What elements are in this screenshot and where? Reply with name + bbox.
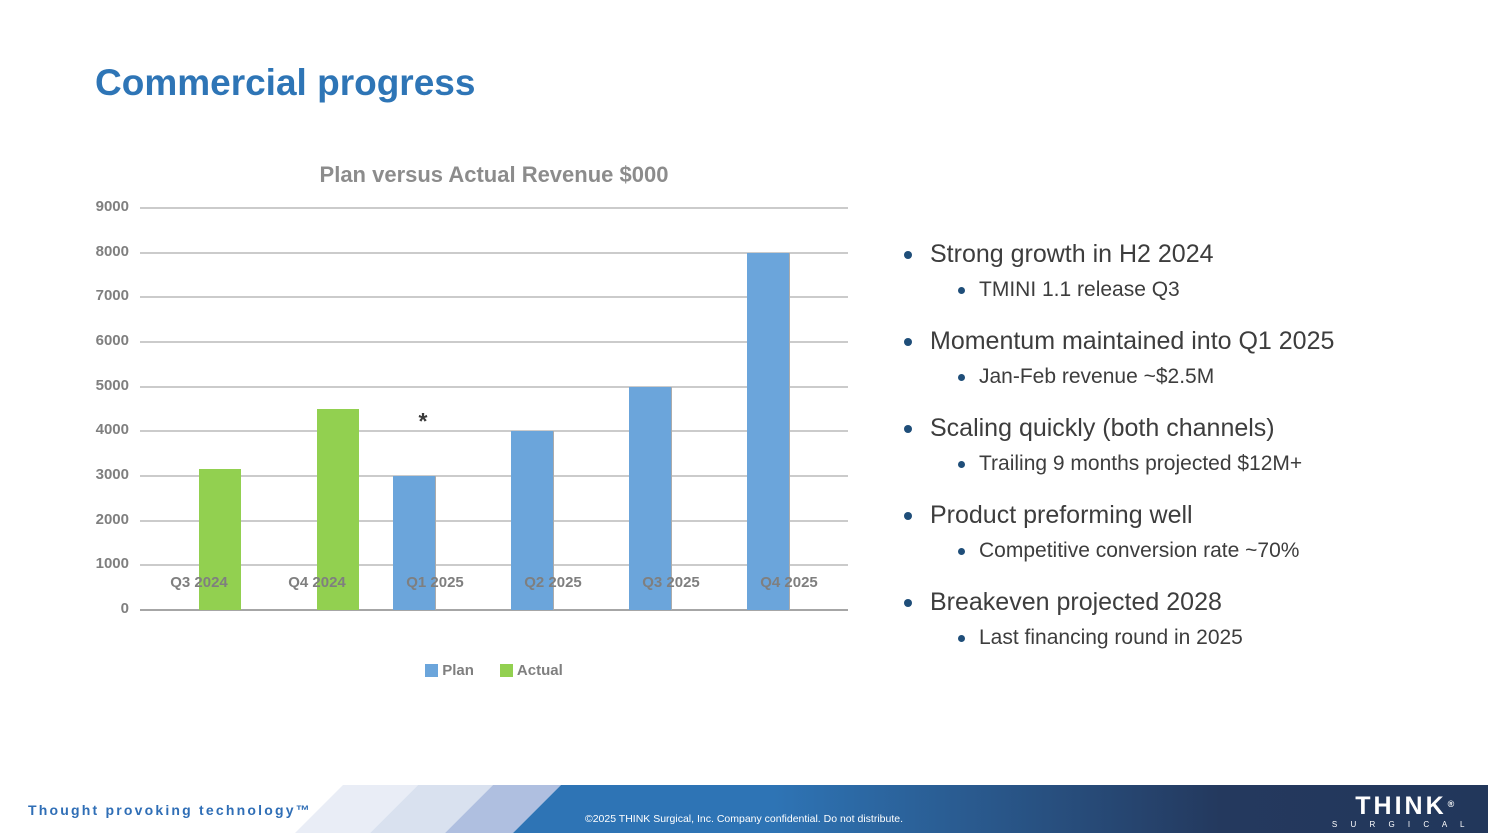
bullet-text: Momentum maintained into Q1 2025 — [930, 327, 1335, 355]
sub-bullet-item: Competitive conversion rate ~70% — [958, 537, 1445, 565]
sub-bullet-dot — [958, 548, 965, 555]
y-axis-tick: 6000 — [95, 332, 129, 349]
bar-plan-q1-2025 — [393, 476, 436, 610]
bullet-text: Strong growth in H2 2024 — [930, 240, 1214, 268]
sub-bullet-text: Competitive conversion rate ~70% — [979, 539, 1300, 562]
sub-bullet-text: Jan-Feb revenue ~$2.5M — [979, 365, 1215, 388]
bar-plan-q4-2025 — [747, 252, 790, 610]
footer: Thought provoking technology™ ©2025 THIN… — [0, 785, 1488, 833]
sub-bullet-text: Last financing round in 2025 — [979, 626, 1243, 649]
slide-title: Commercial progress — [95, 62, 476, 103]
legend-item-actual: Actual — [499, 662, 563, 679]
sub-bullet-dot — [958, 374, 965, 381]
bullet-text: Product preforming well — [930, 501, 1193, 529]
bullet-item: Scaling quickly (both channels) — [900, 412, 1445, 445]
legend-swatch-plan — [425, 664, 439, 677]
gridline — [140, 609, 848, 611]
sub-bullet-text: TMINI 1.1 release Q3 — [979, 278, 1180, 301]
sub-bullet-dot — [958, 287, 965, 294]
sub-bullet-text: Trailing 9 months projected $12M+ — [979, 452, 1303, 475]
bar-actual-q4-2024 — [317, 409, 359, 610]
y-axis-tick: 4000 — [95, 421, 129, 439]
bullet-group: Breakeven projected 2028 Last financing r… — [900, 586, 1445, 652]
footer-tagline: Thought provoking technology™ — [28, 802, 312, 818]
bar-plan-q3-2025 — [629, 386, 672, 610]
bullet-group: Scaling quickly (both channels) Trailing … — [900, 412, 1445, 478]
bullet-text: Scaling quickly (both channels) — [930, 414, 1275, 442]
bullet-list: Strong growth in H2 2024 TMINI 1.1 releas… — [900, 238, 1445, 673]
sub-bullet-dot — [958, 461, 965, 468]
x-axis-label: Q1 2025 — [406, 574, 464, 591]
bullet-group: Strong growth in H2 2024 TMINI 1.1 releas… — [900, 238, 1445, 304]
bullet-text: Breakeven projected 2028 — [930, 588, 1222, 616]
y-axis-tick: 2000 — [95, 510, 129, 528]
gridline — [140, 430, 848, 433]
sub-bullet-dot — [958, 635, 965, 642]
bullet-dot — [904, 599, 912, 607]
x-axis-label: Q4 2024 — [288, 574, 346, 591]
logo-registered-mark: ® — [1447, 799, 1458, 809]
gridline — [140, 385, 848, 388]
logo-subtext: S U R G I C A L — [1331, 820, 1470, 829]
y-axis-tick: 5000 — [95, 376, 129, 394]
gridline — [140, 207, 848, 209]
gridline — [140, 296, 848, 299]
footer-band — [513, 785, 1488, 833]
legend-swatch-actual — [499, 664, 513, 677]
bullet-dot — [904, 512, 912, 520]
chart-annotation-asterisk: * — [418, 408, 428, 434]
logo-wordmark: THINK ® — [1332, 793, 1470, 819]
y-axis-tick: 8000 — [95, 242, 129, 260]
bullet-dot — [904, 338, 912, 346]
bullet-dot — [904, 425, 912, 433]
bullet-item: Momentum maintained into Q1 2025 — [900, 325, 1445, 358]
bar-plan-q2-2025 — [511, 431, 554, 610]
bullet-item: Strong growth in H2 2024 — [900, 238, 1445, 271]
x-axis-label: Q3 2025 — [642, 574, 700, 591]
x-axis-label: Q2 2025 — [524, 574, 582, 591]
y-axis-tick: 3000 — [95, 466, 129, 483]
revenue-chart: Plan versus Actual Revenue $000 * Plan Ac… — [83, 160, 883, 705]
plot-area: * — [140, 207, 848, 611]
legend-label: Actual — [516, 662, 563, 679]
gridline — [140, 475, 848, 477]
sub-bullet-item: TMINI 1.1 release Q3 — [958, 276, 1445, 304]
gridline — [140, 564, 848, 567]
y-axis-tick: 0 — [120, 600, 129, 617]
bullet-group: Product preforming well Competitive conve… — [900, 499, 1445, 565]
sub-bullet-item: Last financing round in 2025 — [958, 624, 1445, 652]
gridline — [140, 341, 848, 343]
sub-bullet-item: Jan-Feb revenue ~$2.5M — [958, 363, 1445, 391]
y-axis-tick: 1000 — [95, 555, 129, 573]
footer-confidentiality: ©2025 THINK Surgical, Inc. Company confi… — [584, 813, 904, 825]
gridline — [140, 251, 848, 254]
bar-actual-q3-2024 — [199, 469, 241, 610]
x-axis-label: Q3 2024 — [170, 574, 228, 591]
brand-logo: THINK ® S U R G I C A L — [1332, 793, 1470, 829]
x-axis-label: Q4 2025 — [760, 574, 818, 591]
bullet-item: Product preforming well — [900, 499, 1445, 532]
bullet-group: Momentum maintained into Q1 2025 Jan-Feb … — [900, 325, 1445, 391]
legend-label: Plan — [442, 662, 474, 679]
chart-title: Plan versus Actual Revenue $000 — [319, 162, 669, 187]
bullet-item: Breakeven projected 2028 — [900, 586, 1445, 619]
legend: Plan Actual — [140, 662, 848, 679]
bullet-dot — [904, 251, 912, 259]
y-axis-tick: 9000 — [95, 198, 129, 215]
logo-text: THINK — [1355, 792, 1447, 820]
y-axis-tick: 7000 — [95, 287, 129, 305]
sub-bullet-item: Trailing 9 months projected $12M+ — [958, 450, 1445, 478]
gridline — [140, 519, 848, 522]
legend-item-plan: Plan — [425, 662, 474, 679]
